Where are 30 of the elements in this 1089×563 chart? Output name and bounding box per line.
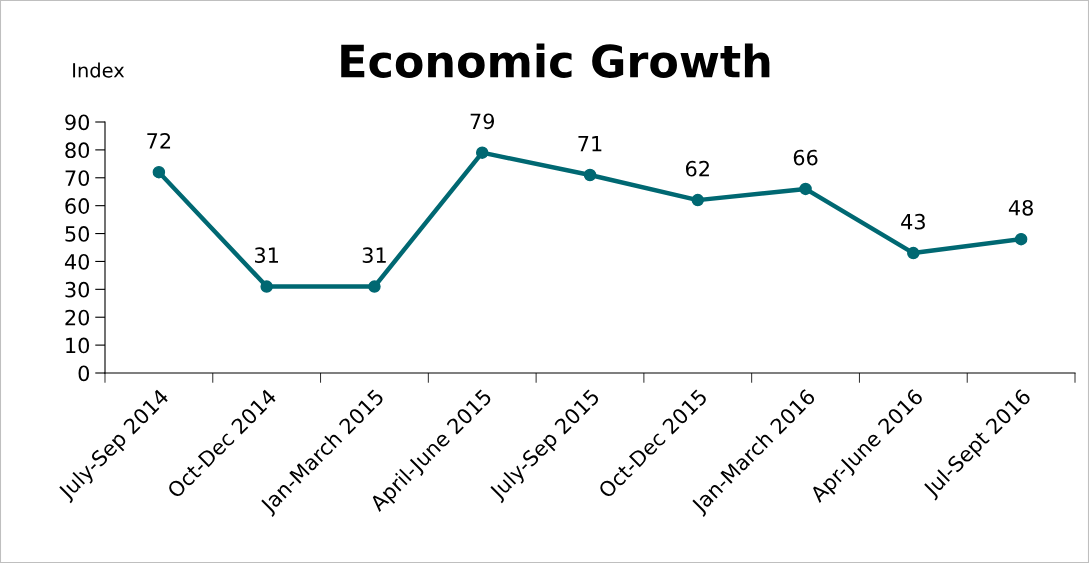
y-tick-label: 40 <box>64 253 90 270</box>
y-tick-label: 0 <box>78 365 90 382</box>
y-tick-label: 30 <box>65 281 90 298</box>
data-label: 31 <box>255 247 278 264</box>
data-label: 72 <box>147 132 171 149</box>
y-tick-label: 90 <box>65 114 90 131</box>
point <box>907 246 920 260</box>
y-axis-title: Index <box>73 62 125 78</box>
data-label: 71 <box>578 136 602 152</box>
data-label: 66 <box>793 149 818 166</box>
point <box>260 280 273 293</box>
y-tick-label: 10 <box>66 337 90 354</box>
point <box>475 146 489 159</box>
y-tick-label: 80 <box>65 142 90 159</box>
point <box>583 168 597 182</box>
point <box>799 182 812 196</box>
chart-title: Economic Growth <box>341 43 770 78</box>
point <box>691 193 705 207</box>
y-tick-label: 70 <box>65 170 90 186</box>
y-tick-label: 50 <box>65 226 90 242</box>
point <box>1014 232 1028 246</box>
data-label: 31 <box>362 247 386 264</box>
data-label: 62 <box>685 160 709 177</box>
y-tick-label: 20 <box>65 309 90 326</box>
data-label: 43 <box>901 213 925 230</box>
point <box>368 280 381 293</box>
y-tick-label: 60 <box>65 198 90 214</box>
data-label: 48 <box>1008 199 1033 216</box>
data-label: 79 <box>470 113 495 130</box>
point <box>152 165 166 179</box>
